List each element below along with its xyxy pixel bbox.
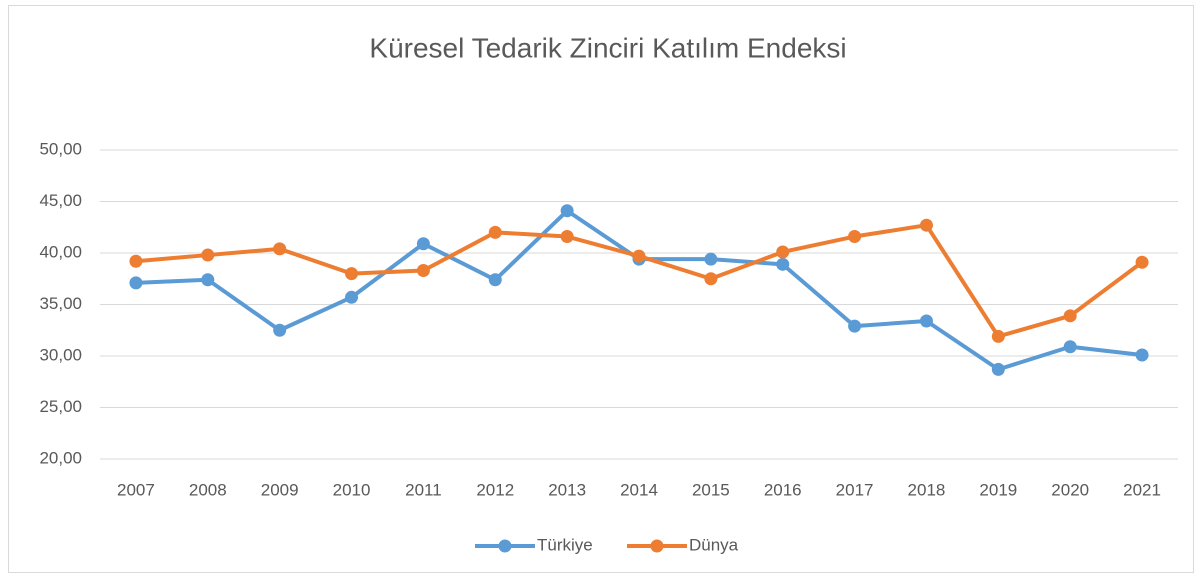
x-tick-label: 2015 [692, 480, 730, 499]
x-tick-label: 2008 [189, 480, 227, 499]
data-point [776, 245, 790, 259]
x-tick-label: 2019 [979, 480, 1017, 499]
legend-marker [498, 539, 512, 553]
data-point [560, 204, 574, 218]
data-point [416, 264, 430, 278]
data-point [704, 272, 718, 286]
legend-label: Dünya [689, 535, 739, 554]
data-point [488, 225, 502, 239]
data-point [991, 362, 1005, 376]
y-tick-label: 20,00 [39, 448, 82, 467]
x-tick-label: 2016 [764, 480, 802, 499]
x-tick-label: 2018 [908, 480, 946, 499]
y-tick-label: 40,00 [39, 242, 82, 261]
data-point [273, 242, 287, 256]
data-point [632, 249, 646, 263]
data-point [991, 329, 1005, 343]
y-tick-label: 25,00 [39, 397, 82, 416]
x-tick-label: 2020 [1051, 480, 1089, 499]
y-tick-label: 30,00 [39, 345, 82, 364]
data-point [1063, 340, 1077, 354]
data-point [488, 273, 502, 287]
x-tick-label: 2013 [548, 480, 586, 499]
data-point [129, 276, 143, 290]
x-tick-label: 2021 [1123, 480, 1161, 499]
data-point [919, 314, 933, 328]
data-point [273, 323, 287, 337]
legend-label: Türkiye [537, 535, 593, 554]
data-point [345, 290, 359, 304]
y-tick-label: 35,00 [39, 294, 82, 313]
y-tick-label: 50,00 [39, 139, 82, 158]
data-point [129, 254, 143, 268]
data-point [1063, 309, 1077, 323]
x-tick-label: 2007 [117, 480, 155, 499]
data-point [848, 319, 862, 333]
data-point [416, 237, 430, 251]
x-tick-label: 2012 [476, 480, 514, 499]
data-point [345, 267, 359, 281]
data-point [776, 257, 790, 271]
data-point [704, 252, 718, 266]
x-tick-label: 2009 [261, 480, 299, 499]
data-point [1135, 348, 1149, 362]
y-tick-label: 45,00 [39, 191, 82, 210]
x-tick-label: 2014 [620, 480, 658, 499]
data-point [560, 230, 574, 244]
data-point [201, 273, 215, 287]
data-point [201, 248, 215, 262]
data-point [1135, 255, 1149, 269]
x-tick-label: 2017 [836, 480, 874, 499]
chart-border [8, 5, 1194, 573]
chart-title: Küresel Tedarik Zinciri Katılım Endeksi [369, 32, 846, 63]
data-point [848, 230, 862, 244]
data-point [919, 218, 933, 232]
x-tick-label: 2011 [405, 480, 442, 499]
legend-marker [650, 539, 664, 553]
x-tick-label: 2010 [333, 480, 371, 499]
